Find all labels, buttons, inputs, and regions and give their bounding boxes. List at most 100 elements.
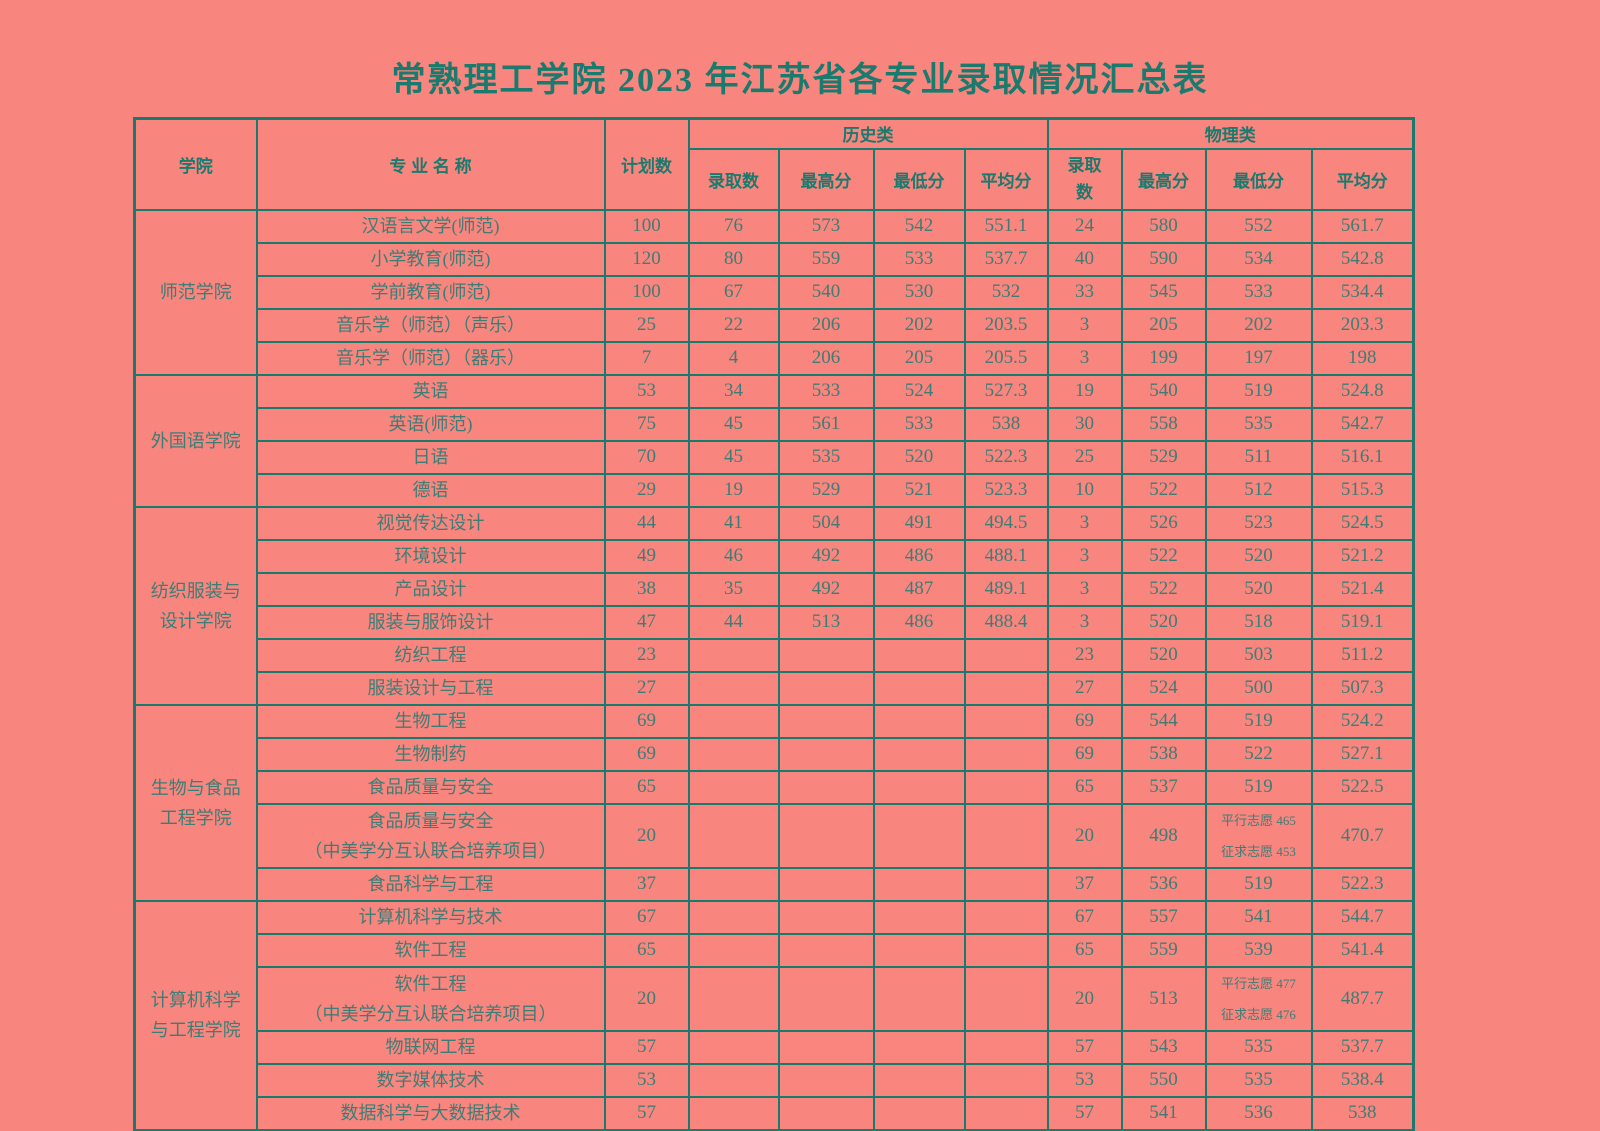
score-cell: 57 [1046, 1029, 1123, 1065]
score-cell: 540 [777, 274, 875, 310]
score-cell: 529 [1120, 439, 1207, 475]
score-cell [687, 670, 780, 706]
table-body: 师范学院 汉语言文学(师范) 100 76 573 542 551.1 24 580 552 561… [133, 208, 1415, 1131]
table-header: 学院 专 业 名 称 计划数 历史类 物理类 录取数 最高分 最低分 平均分 录… [133, 117, 1415, 211]
score-cell: 551.1 [963, 208, 1049, 244]
score-cell: 513 [777, 604, 875, 640]
score-cell: 519.1 [1310, 604, 1415, 640]
score-cell: 488.4 [963, 604, 1049, 640]
header-physics-group: 物理类 [1046, 117, 1415, 150]
header-physics-admitted-label: 录取数 [1067, 155, 1102, 202]
score-cell [687, 1062, 780, 1098]
score-cell: 542.8 [1310, 241, 1415, 277]
score-cell: 522 [1120, 472, 1207, 508]
score-cell: 500 [1204, 670, 1313, 706]
score-cell [963, 802, 1049, 869]
score-cell [872, 1029, 966, 1065]
score-cell: 488.1 [963, 538, 1049, 574]
score-cell: 30 [1046, 406, 1123, 442]
score-cell: 538 [1310, 1095, 1415, 1131]
score-cell [777, 703, 875, 739]
score-cell [687, 866, 780, 902]
header-history-admitted: 录取数 [687, 147, 780, 211]
major-cell: 软件工程 （中美学分互认联合培养项目） [255, 965, 606, 1032]
table-row: 数字媒体技术 53 53 550 535 538.4 [135, 1062, 1415, 1098]
score-cell: 53 [1046, 1062, 1123, 1098]
score-cell: 550 [1120, 1062, 1207, 1098]
table-row: 音乐学（师范）（器乐） 7 4 206 205 205.5 3 199 197 198 [135, 340, 1415, 376]
score-cell [872, 899, 966, 935]
score-cell: 542 [872, 208, 966, 244]
score-cell: 533 [1204, 274, 1313, 310]
score-cell: 19 [687, 472, 780, 508]
score-cell: 平行志愿 465 征求志愿 453 [1204, 802, 1313, 869]
score-cell [777, 769, 875, 805]
score-cell: 533 [777, 373, 875, 409]
table-row: 生物制药 69 69 538 522 527.1 [135, 736, 1415, 772]
score-cell: 522 [1204, 736, 1313, 772]
major-cell: 汉语言文学(师范) [255, 208, 606, 244]
major-cell: 数据科学与大数据技术 [255, 1095, 606, 1131]
score-cell: 522.3 [963, 439, 1049, 475]
score-cell [963, 703, 1049, 739]
score-cell [687, 736, 780, 772]
plan-count-cell: 23 [603, 637, 690, 673]
score-cell: 3 [1046, 340, 1123, 376]
score-cell: 535 [1204, 1029, 1313, 1065]
score-cell: 544.7 [1310, 899, 1415, 935]
header-plan: 计划数 [603, 117, 690, 211]
plan-count-cell: 7 [603, 340, 690, 376]
score-cell [963, 1029, 1049, 1065]
table-row: 食品质量与安全 65 65 537 519 522.5 [135, 769, 1415, 805]
major-cell: 纺织工程 [255, 637, 606, 673]
score-cell: 206 [777, 340, 875, 376]
score-cell: 543 [1120, 1029, 1207, 1065]
score-cell: 573 [777, 208, 875, 244]
table-row: 生物与食品 工程学院 生物工程 69 69 544 519 524.2 [133, 703, 1415, 902]
table-row: 音乐学（师范）（声乐） 25 22 206 202 203.5 3 205 202 203.3 [135, 307, 1415, 343]
score-cell: 25 [1046, 439, 1123, 475]
score-cell: 538 [1120, 736, 1207, 772]
score-cell: 533 [872, 406, 966, 442]
score-cell: 10 [1046, 472, 1123, 508]
score-cell: 511 [1204, 439, 1313, 475]
header-history-group: 历史类 [687, 117, 1049, 150]
plan-count-cell: 47 [603, 604, 690, 640]
plan-count-cell: 20 [603, 965, 690, 1032]
score-cell: 202 [1204, 307, 1313, 343]
score-cell: 522.5 [1310, 769, 1415, 805]
page-title: 常熟理工学院 2023 年江苏省各专业录取情况汇总表 [391, 62, 1209, 99]
score-cell: 529 [777, 472, 875, 508]
score-cell: 535 [777, 439, 875, 475]
table-row: 小学教育(师范) 120 80 559 533 537.7 40 590 534 542.8 [135, 241, 1415, 277]
table-row: 外国语学院 英语 53 34 533 524 527.3 19 540 519 524.8 [133, 373, 1415, 508]
score-cell: 536 [1120, 866, 1207, 902]
plan-count-cell: 65 [603, 769, 690, 805]
plan-count-cell: 29 [603, 472, 690, 508]
score-cell: 197 [1204, 340, 1313, 376]
major-cell: 音乐学（师范）（器乐） [255, 340, 606, 376]
table-row: 软件工程 （中美学分互认联合培养项目） 20 20 513 平行志愿 477 征求志愿 … [135, 965, 1415, 1032]
score-cell: 559 [777, 241, 875, 277]
score-cell: 489.1 [963, 571, 1049, 607]
table-row: 师范学院 汉语言文学(师范) 100 76 573 542 551.1 24 580 552 561… [133, 208, 1415, 376]
score-cell [687, 703, 780, 739]
major-cell: 英语(师范) [255, 406, 606, 442]
score-cell: 559 [1120, 932, 1207, 968]
score-cell [963, 866, 1049, 902]
header-major: 专 业 名 称 [255, 117, 606, 211]
table-row: 物联网工程 57 57 543 535 537.7 [135, 1029, 1415, 1065]
score-cell [872, 769, 966, 805]
table-row: 纺织工程 23 23 520 503 511.2 [135, 637, 1415, 673]
score-cell: 57 [1046, 1095, 1123, 1131]
score-cell: 80 [687, 241, 780, 277]
table-row: 计算机科学 与工程学院 计算机科学与技术 67 67 557 541 544.7 [133, 899, 1415, 1131]
score-cell: 544 [1120, 703, 1207, 739]
score-cell [777, 1095, 875, 1131]
score-cell: 524 [1120, 670, 1207, 706]
score-cell: 24 [1046, 208, 1123, 244]
score-cell: 521.2 [1310, 538, 1415, 574]
score-cell: 45 [687, 406, 780, 442]
score-cell [872, 1062, 966, 1098]
